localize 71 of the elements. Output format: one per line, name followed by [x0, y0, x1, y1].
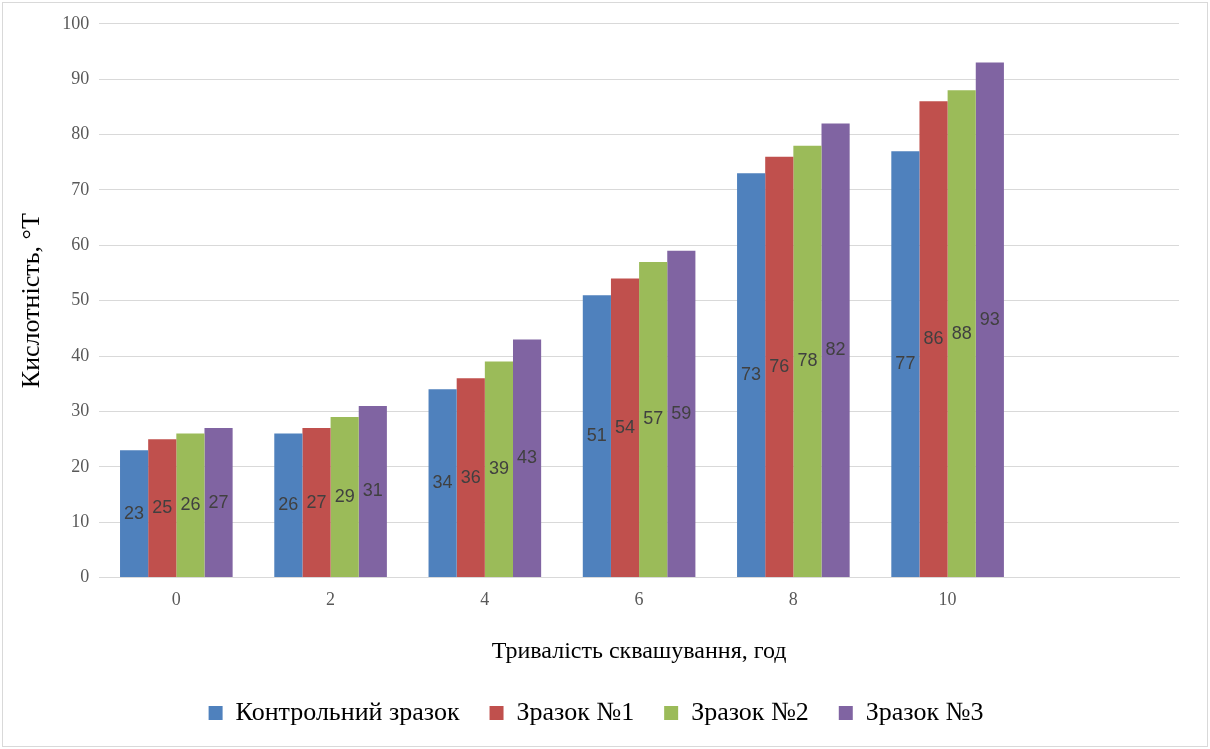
bar: [204, 428, 233, 578]
data-label: 43: [517, 447, 538, 468]
data-label: 57: [643, 408, 664, 429]
data-label: 54: [615, 416, 636, 437]
bar: [148, 439, 177, 578]
bar: [484, 361, 513, 578]
x-tick-label: 2: [326, 589, 336, 610]
y-tick-label: 100: [62, 12, 90, 33]
bar: [975, 62, 1004, 578]
y-tick-label: 10: [71, 510, 90, 531]
x-tick-label: 0: [171, 589, 181, 610]
bar: [919, 101, 948, 578]
x-tick-label: 10: [938, 589, 957, 610]
y-tick-label: 70: [71, 178, 90, 199]
bar: [582, 295, 611, 578]
bar: [274, 433, 303, 578]
data-label: 39: [488, 458, 509, 479]
data-label: 27: [208, 491, 229, 512]
bar: [456, 378, 485, 578]
data-label: 93: [979, 308, 1000, 329]
bar: [302, 428, 331, 578]
legend-label: Контрольний зразок: [235, 696, 460, 726]
y-tick-label: 40: [71, 344, 90, 365]
y-tick-label: 50: [71, 289, 90, 310]
bar: [176, 433, 205, 578]
y-tick-label: 30: [71, 400, 90, 421]
data-label: 34: [432, 472, 453, 493]
bar: [737, 173, 766, 578]
y-tick-label: 60: [71, 234, 90, 255]
bar: [765, 156, 794, 578]
data-label: 27: [306, 491, 327, 512]
data-label: 76: [769, 355, 790, 376]
legend-label: Зразок №1: [516, 696, 635, 726]
bar: [513, 339, 542, 578]
data-label: 86: [923, 328, 944, 349]
y-axis-title: Кислотність, °T: [16, 213, 46, 389]
x-tick-label: 8: [788, 589, 798, 610]
y-tick-label: 90: [71, 67, 90, 88]
data-label: 36: [460, 466, 481, 487]
x-tick-label: 4: [480, 589, 490, 610]
bar: [667, 250, 696, 578]
data-label: 51: [586, 425, 607, 446]
y-tick-label: 0: [80, 566, 90, 587]
y-tick-label: 20: [71, 455, 90, 476]
data-label: 23: [124, 502, 145, 523]
data-label: 59: [671, 402, 692, 423]
bar: [120, 450, 149, 578]
y-tick-label: 80: [71, 123, 90, 144]
data-label: 25: [152, 497, 173, 518]
bar: [793, 145, 822, 578]
bar: [610, 278, 640, 578]
bar: [891, 151, 920, 578]
bar: [639, 261, 668, 578]
bar: [821, 123, 850, 578]
legend-label: Зразок №3: [865, 696, 984, 726]
data-label: 88: [951, 322, 972, 343]
x-axis-title: Тривалість сквашування, год: [491, 636, 787, 663]
bar: [947, 90, 976, 578]
data-label: 26: [278, 494, 299, 515]
data-label: 78: [797, 350, 818, 371]
bar: [428, 389, 457, 578]
x-tick-label: 6: [634, 589, 644, 610]
bar: [330, 417, 359, 578]
data-label: 73: [741, 364, 762, 385]
data-label: 29: [334, 486, 355, 507]
bar: [358, 405, 387, 578]
data-label: 31: [362, 480, 383, 501]
data-label: 82: [825, 339, 846, 360]
data-label: 77: [895, 353, 916, 374]
data-label: 26: [180, 494, 201, 515]
legend-label: Зразок №2: [691, 696, 809, 726]
